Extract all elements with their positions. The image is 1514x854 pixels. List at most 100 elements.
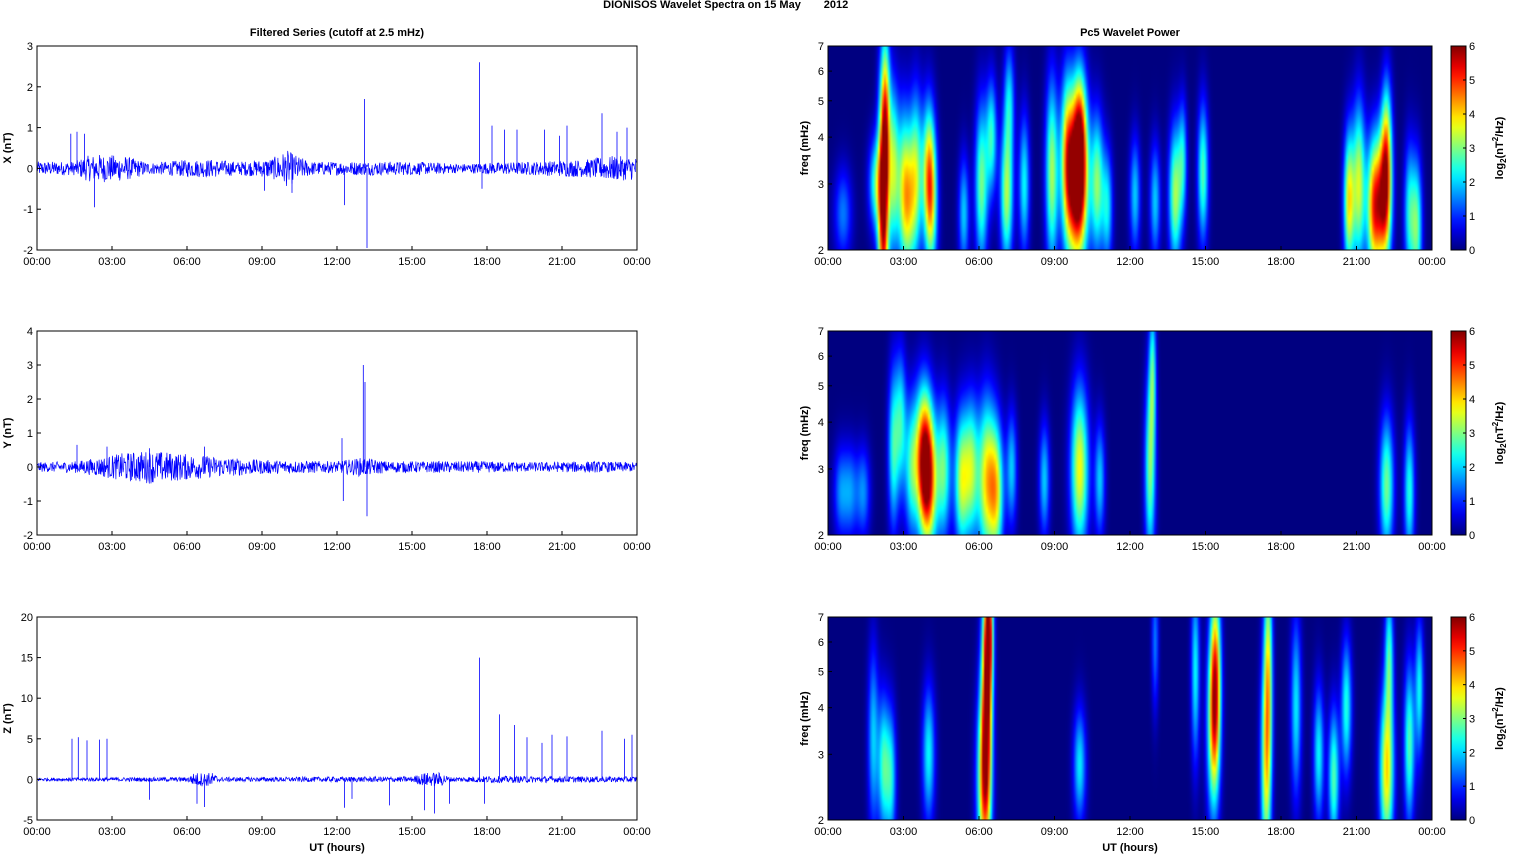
- z-wavelet-colorbar-tick-label: 0: [1469, 815, 1475, 827]
- z-series-x-tick-label: 00:00: [623, 826, 651, 838]
- z-wavelet-y-tick-label: 3: [818, 749, 824, 761]
- y-series-x-tick-label: 15:00: [398, 541, 426, 553]
- x-series-x-tick-label: 21:00: [548, 256, 576, 268]
- y-series-x-tick-label: 18:00: [473, 541, 501, 553]
- z-filtered-series-panel: -5 0 5 10 15 20 00:00 03:00 06:00 09:00 12:00 15:00…: [2, 612, 651, 838]
- x-series-y-tick-label: 3: [27, 41, 33, 53]
- z-series-x-tick-label: 21:00: [548, 826, 576, 838]
- z-series-y-tick-label: 0: [27, 774, 33, 786]
- z-wavelet-x-tick-label: 06:00: [965, 826, 993, 838]
- y-series-y-tick-label: 1: [27, 428, 33, 440]
- y-wavelet-colorbar-tick-label: 2: [1469, 462, 1475, 474]
- y-wavelet-colorbar-label: log2(nT2/Hz): [1491, 401, 1508, 464]
- z-wavelet-colorbar-label: log2(nT2/Hz): [1491, 687, 1508, 750]
- x-wavelet-x-tick-label: 18:00: [1267, 256, 1295, 268]
- y-series-x-tick-label: 00:00: [623, 541, 651, 553]
- z-wavelet-x-tick-label: 12:00: [1116, 826, 1144, 838]
- z-wavelet-y-tick-label: 4: [818, 703, 824, 715]
- z-wavelet-x-tick-label: 18:00: [1267, 826, 1295, 838]
- x-series-x-tick-label: 09:00: [248, 256, 276, 268]
- figure-title: DIONISOS Wavelet Spectra on 15 May: [603, 0, 802, 11]
- x-wavelet-y-axis-label: freq (mHz): [799, 120, 811, 175]
- z-series-y-tick-label: 20: [21, 612, 33, 624]
- z-series-x-tick-label: 12:00: [323, 826, 351, 838]
- x-series-y-tick-label: 2: [27, 82, 33, 94]
- x-series-y-axis-label: X (nT): [2, 132, 14, 163]
- x-wavelet-x-tick-label: 06:00: [965, 256, 993, 268]
- z-wavelet-colorbar-tick-label: 3: [1469, 714, 1475, 726]
- z-wavelet-y-tick-label: 7: [818, 612, 824, 624]
- y-series-x-tick-label: 03:00: [98, 541, 126, 553]
- x-wavelet-x-tick-label: 00:00: [1418, 256, 1446, 268]
- y-series-y-axis-label: Y (nT): [2, 417, 14, 448]
- x-wavelet-x-tick-label: 00:00: [814, 256, 842, 268]
- z-series-y-tick-label: 10: [21, 693, 33, 705]
- y-series-y-tick-label: 3: [27, 360, 33, 372]
- x-wavelet-x-tick-label: 15:00: [1192, 256, 1220, 268]
- z-wavelet-colorbar-tick-label: 2: [1469, 747, 1475, 759]
- z-series-plot-area: [37, 617, 637, 820]
- x-series-y-tick-label: -1: [23, 204, 33, 216]
- x-filtered-series-panel: -2 -1 0 1 2 3 00:00 03:00 06:00 09:00 12:00 15:00 18…: [2, 41, 651, 268]
- y-wavelet-x-tick-label: 15:00: [1192, 541, 1220, 553]
- y-wavelet-y-tick-label: 6: [818, 351, 824, 363]
- y-wavelet-x-tick-label: 18:00: [1267, 541, 1295, 553]
- z-series-y-axis-label: Z (nT): [2, 703, 14, 734]
- x-wavelet-y-tick-label: 5: [818, 96, 824, 108]
- x-wavelet-x-tick-label: 21:00: [1343, 256, 1371, 268]
- x-wavelet-power-panel: 2 3 4 5 6 7 00:00 03:00 06:00 09:00 12:00 15:00 18:0…: [799, 41, 1508, 268]
- z-wavelet-y-tick-label: 5: [818, 667, 824, 679]
- z-wavelet-heatmap: [828, 617, 1432, 820]
- y-wavelet-x-tick-label: 09:00: [1041, 541, 1069, 553]
- x-wavelet-colorbar-tick-label: 0: [1469, 245, 1475, 257]
- y-wavelet-colorbar-tick-label: 4: [1469, 394, 1475, 406]
- right-x-axis-label: UT (hours): [1102, 842, 1158, 854]
- left-column-title: Filtered Series (cutoff at 2.5 mHz): [250, 27, 425, 39]
- x-wavelet-colorbar-tick-label: 2: [1469, 177, 1475, 189]
- z-wavelet-x-tick-label: 00:00: [1418, 826, 1446, 838]
- z-series-x-tick-label: 15:00: [398, 826, 426, 838]
- y-wavelet-colorbar-tick-label: 3: [1469, 428, 1475, 440]
- y-wavelet-y-tick-label: 7: [818, 326, 824, 338]
- z-series-y-tick-label: -5: [23, 815, 33, 827]
- x-wavelet-heatmap: [828, 46, 1432, 250]
- x-wavelet-x-tick-label: 12:00: [1116, 256, 1144, 268]
- z-wavelet-power-panel: 2 3 4 5 6 7 00:00 03:00 06:00 09:00 12:00 15:00 18:0…: [799, 612, 1508, 838]
- y-wavelet-colorbar-tick-label: 1: [1469, 496, 1475, 508]
- y-series-plot-area: [37, 331, 637, 535]
- z-series-x-tick-label: 03:00: [98, 826, 126, 838]
- z-wavelet-colorbar-tick-label: 1: [1469, 781, 1475, 793]
- z-wavelet-x-tick-label: 00:00: [814, 826, 842, 838]
- x-wavelet-x-tick-label: 03:00: [890, 256, 918, 268]
- y-wavelet-y-axis-label: freq (mHz): [799, 405, 811, 460]
- z-series-trace: [36, 771, 638, 787]
- x-wavelet-colorbar-tick-label: 5: [1469, 75, 1475, 87]
- y-wavelet-x-tick-label: 00:00: [814, 541, 842, 553]
- z-wavelet-y-tick-label: 6: [818, 637, 824, 649]
- y-wavelet-colorbar-tick-label: 0: [1469, 530, 1475, 542]
- x-series-x-tick-label: 00:00: [623, 256, 651, 268]
- y-series-x-tick-label: 21:00: [548, 541, 576, 553]
- x-wavelet-colorbar-tick-label: 6: [1469, 41, 1475, 53]
- z-wavelet-x-tick-label: 03:00: [890, 826, 918, 838]
- x-wavelet-y-tick-label: 6: [818, 66, 824, 78]
- z-series-y-tick-label: 15: [21, 653, 33, 665]
- y-wavelet-power-panel: 2 3 4 5 6 7 00:00 03:00 06:00 09:00 12:00 15:00 18:0…: [799, 326, 1508, 553]
- z-series-x-tick-label: 18:00: [473, 826, 501, 838]
- z-wavelet-x-tick-label: 15:00: [1192, 826, 1220, 838]
- y-series-x-tick-label: 06:00: [173, 541, 201, 553]
- z-series-y-tick-label: 5: [27, 734, 33, 746]
- z-series-x-tick-label: 09:00: [248, 826, 276, 838]
- z-wavelet-y-axis-label: freq (mHz): [799, 691, 811, 746]
- y-series-y-tick-label: -1: [23, 496, 33, 508]
- left-x-axis-label: UT (hours): [309, 842, 365, 854]
- y-filtered-series-panel: -2 -1 0 1 2 3 4 00:00 03:00 06:00 09:00 12:00 15:00 1…: [2, 326, 651, 553]
- y-wavelet-x-tick-label: 00:00: [1418, 541, 1446, 553]
- y-wavelet-x-tick-label: 21:00: [1343, 541, 1371, 553]
- y-series-y-tick-label: 2: [27, 394, 33, 406]
- y-series-y-tick-label: 4: [27, 326, 33, 338]
- y-series-x-tick-label: 12:00: [323, 541, 351, 553]
- x-series-trace: [36, 150, 638, 187]
- y-wavelet-y-tick-label: 4: [818, 417, 824, 429]
- y-series-x-tick-label: 09:00: [248, 541, 276, 553]
